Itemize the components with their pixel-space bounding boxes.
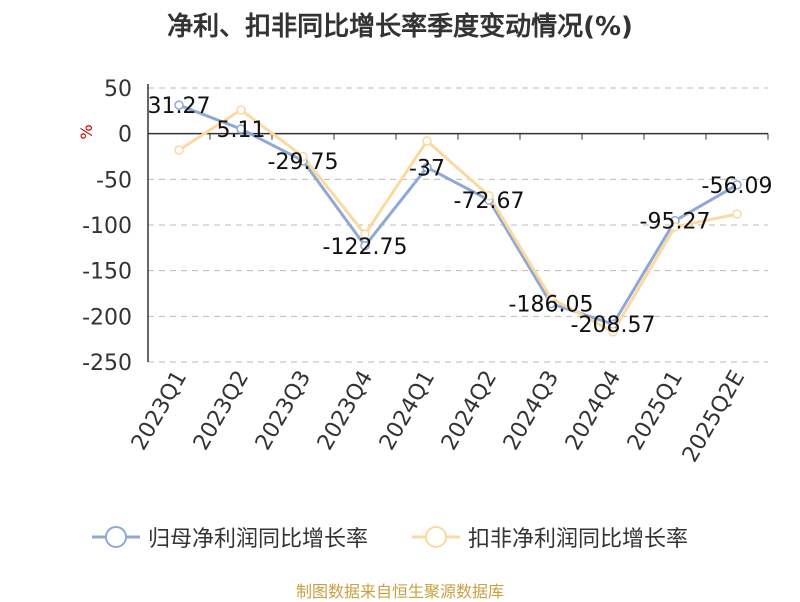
series-2-point [298,151,308,162]
x-tick-label: 2025Q1 [623,367,688,455]
series-line-2 [178,108,738,334]
data-label: 5.11 [217,118,266,143]
x-tick-label: 2024Q1 [375,367,440,455]
legend-item-series2[interactable]: 扣非净利润同比增长率 [412,520,688,554]
series-line-1 [178,103,738,326]
series-1-point [360,241,370,251]
data-label: -208.57 [571,313,656,338]
series-1-point [422,162,432,173]
x-tick-label: 2023Q1 [127,367,192,455]
series-1-point [732,180,742,190]
y-tick-label: 50 [104,77,132,102]
data-label: -122.75 [323,235,408,260]
x-tick-label: 2024Q2 [437,367,502,455]
x-tick-label: 2024Q3 [499,367,564,455]
y-tick-label: -150 [82,260,132,285]
y-tick-label: -200 [82,305,132,330]
series-2-point [608,327,618,337]
source-footer: 制图数据来自恒生聚源数据库 [295,582,504,601]
legend-marker-series2-icon [412,526,460,548]
series-1-point [174,100,184,110]
y-tick-label: -100 [82,214,132,239]
series-2-point [360,229,370,239]
series-2-point [236,105,246,115]
x-tick-label: 2024Q4 [561,367,626,455]
series-2-point [484,191,494,201]
y-axis-unit-label: % [77,124,96,139]
data-label: -56.09 [702,174,773,199]
legend-label-series1: 归母净利润同比增长率 [148,527,369,552]
data-labels: 31.275.11-29.75 -122.75 -37 -72.67 -186.05-2… [148,94,773,338]
data-label: -29.75 [268,150,339,175]
series-2-point [546,293,556,303]
y-tick-label: -250 [82,351,132,376]
data-label: 31.27 [148,94,211,119]
x-tick-label: 2025Q2E [678,367,750,467]
data-label: -72.67 [454,189,525,214]
x-tick-label: 2023Q4 [313,367,378,455]
x-tick-label: 2023Q3 [251,367,316,455]
series-2-point [732,209,742,219]
gridlines [148,87,768,363]
series-2-point [422,136,432,146]
legend-label-series2: 扣非净利润同比增长率 [468,527,689,552]
series-2-point [174,145,184,155]
legend-item-series1[interactable]: 归母净利润同比增长率 [92,520,368,554]
y-tick-label: -50 [96,168,132,193]
data-label: -37 [409,156,445,181]
series-lines [174,100,742,337]
data-label: -186.05 [509,293,594,318]
legend-marker-series1-icon [92,526,140,548]
series-2-point [670,222,680,232]
series-1-point [236,124,246,134]
data-label: -95.27 [640,210,711,235]
y-tick-label: 0 [118,123,132,148]
chart-title: 净利、扣非同比增长率季度变动情况(%) [167,12,633,42]
axes: 500-50-100-150-200-250%2023Q12023Q22023Q… [77,77,769,467]
x-tick-label: 2023Q2 [189,367,254,455]
